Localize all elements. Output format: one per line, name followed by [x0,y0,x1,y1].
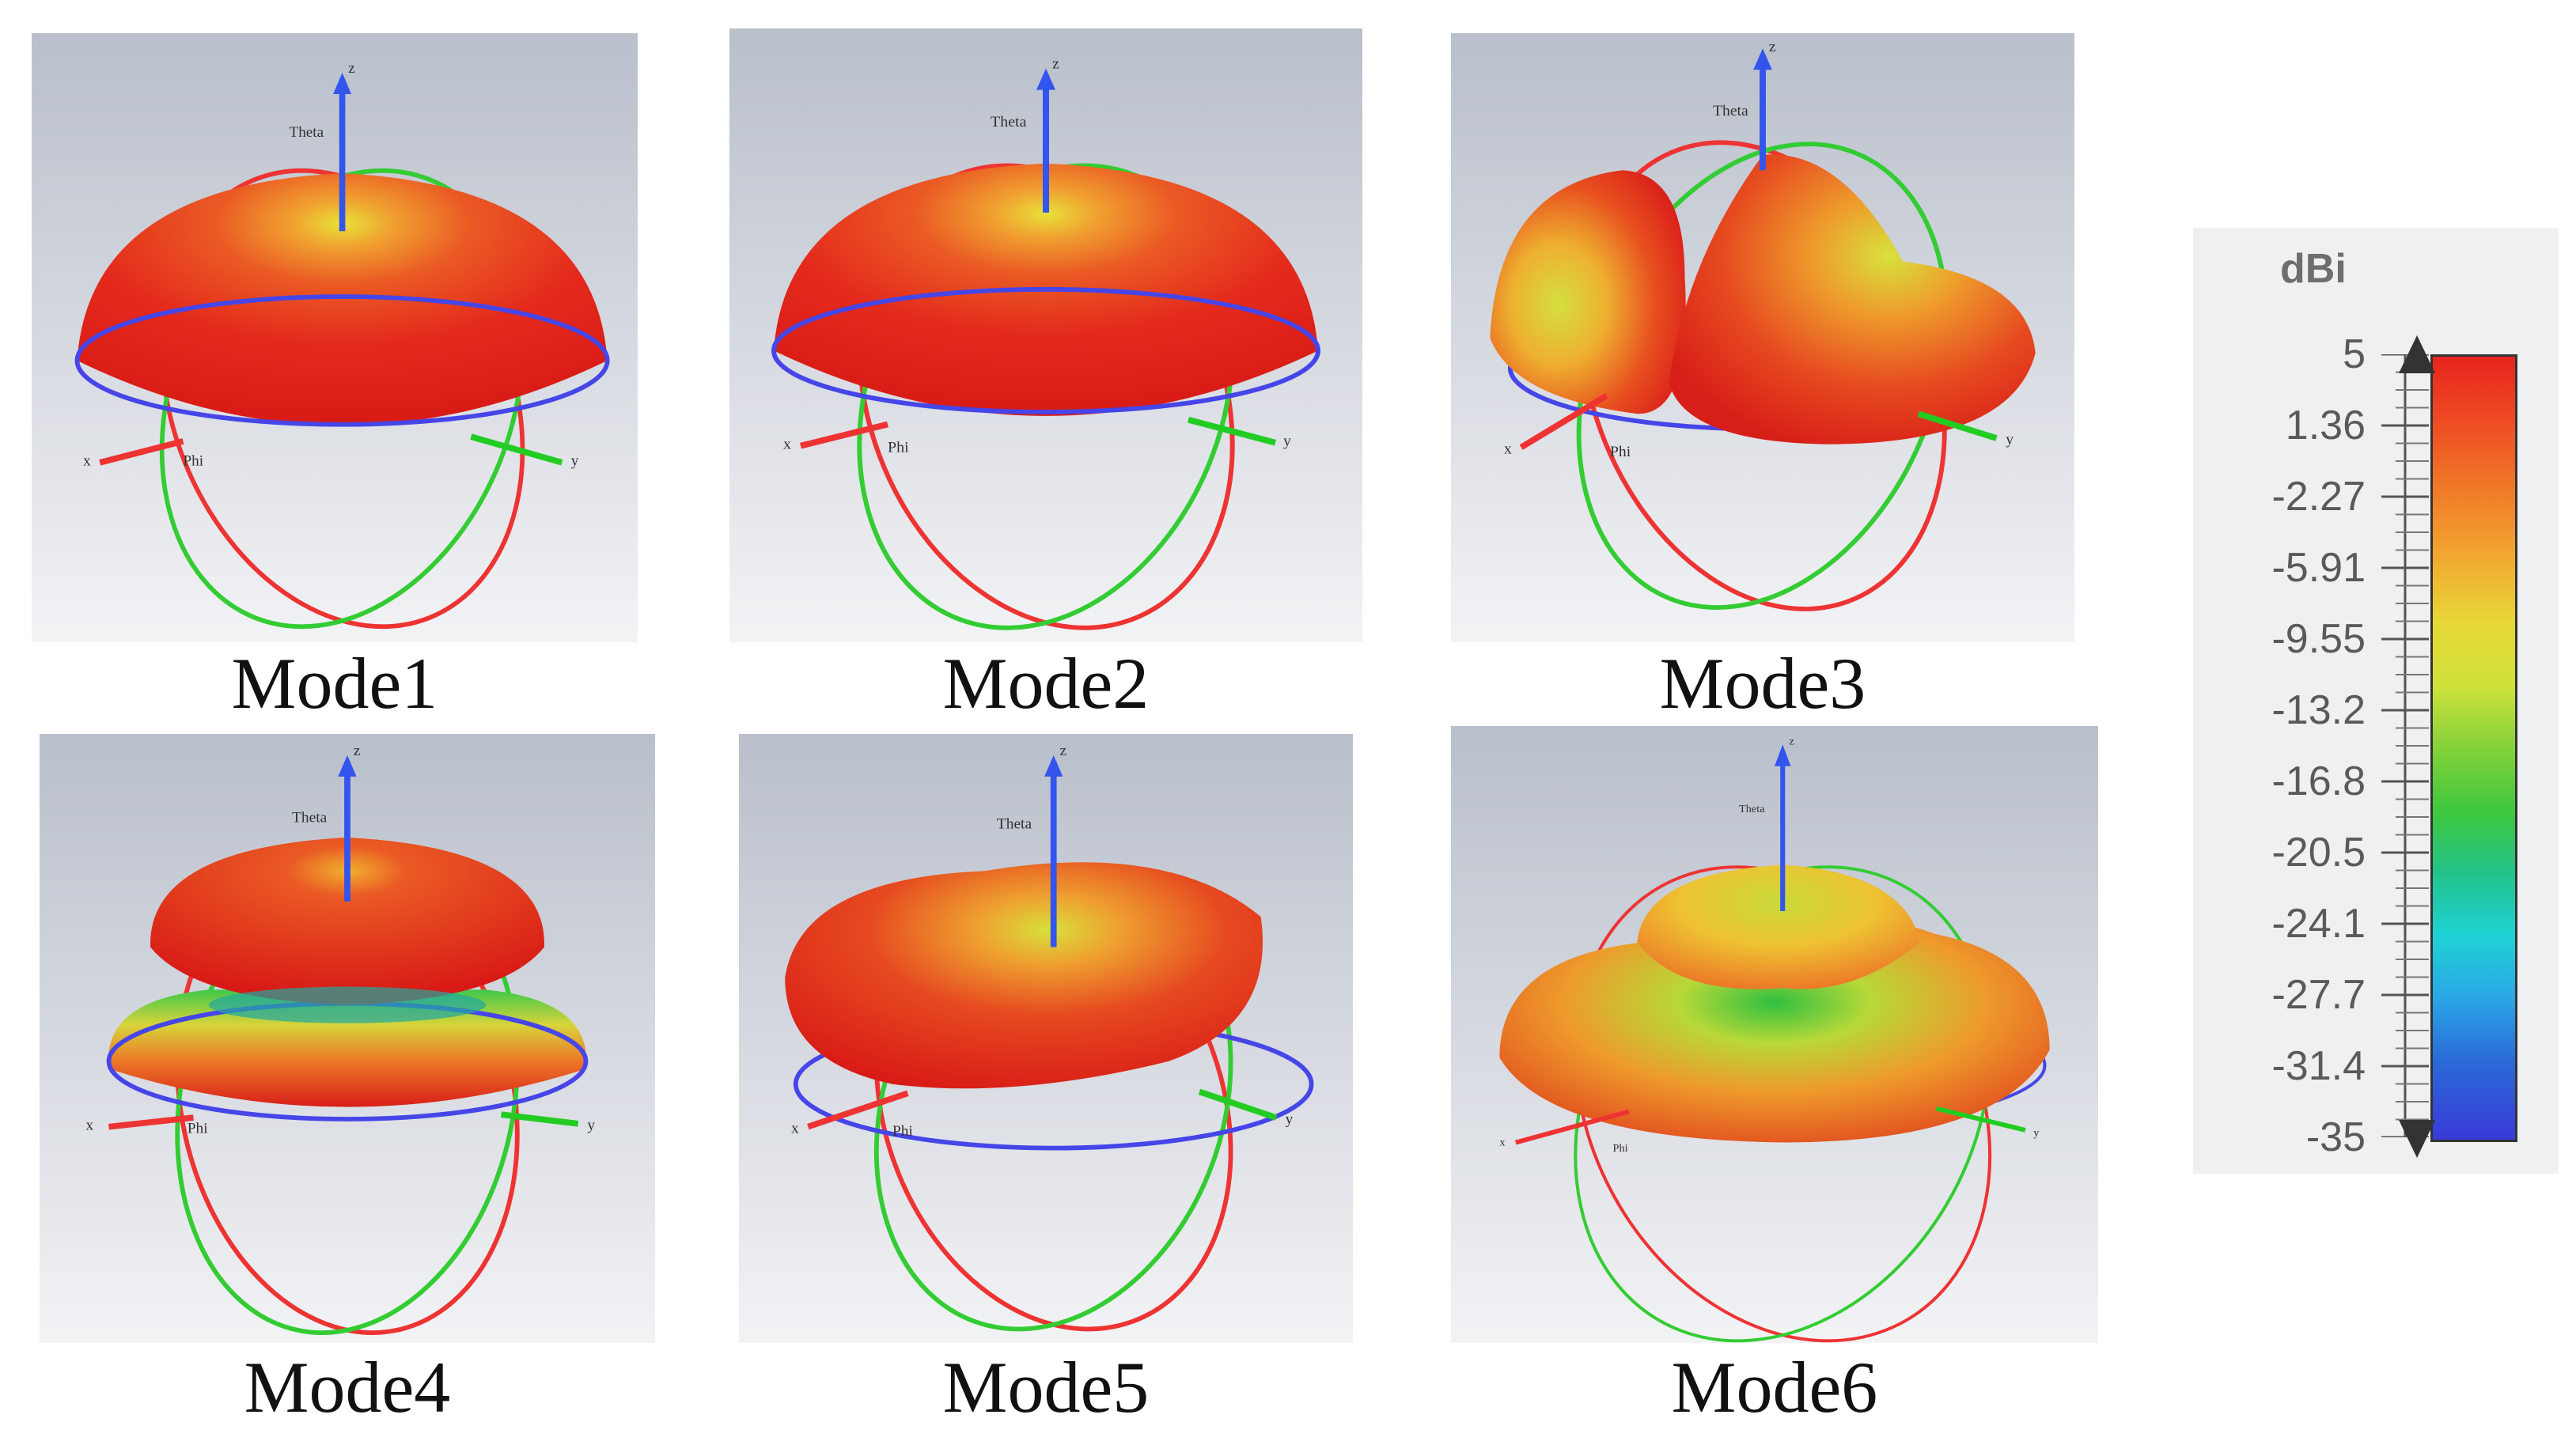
theta-label: Theta [991,113,1027,130]
x-axis-label: x [783,436,791,453]
radiation-pattern-mode2: z Theta x Phi y [729,28,1362,642]
legend-tick-label: -27.7 [2271,972,2366,1018]
pattern-panel-mode6: z Theta x Phi y [1451,726,2098,1343]
radiation-pattern-mode5: z Theta x Phi y [739,734,1353,1343]
caption-mode2: Mode2 [942,643,1150,724]
z-axis-label: z [354,743,361,759]
pattern-panel-mode4: z Theta x Phi y [40,734,655,1343]
theta-label: Theta [1739,804,1765,815]
radiation-pattern-mode6: z Theta x Phi y [1451,726,2098,1343]
legend-tick-label: -31.4 [2271,1043,2366,1089]
max-arrow-icon [2399,335,2435,373]
x-axis-label: x [791,1120,799,1137]
legend-tick-label: -35 [2305,1114,2366,1160]
theta-label: Theta [997,815,1032,832]
legend-tick-label: -13.2 [2271,687,2366,733]
legend-tick-label: 5 [2343,331,2366,377]
pattern-panel-mode2: z Theta x Phi y [729,28,1362,642]
caption-mode6: Mode6 [1671,1347,1878,1428]
theta-label: Theta [1713,103,1748,119]
radiation-pattern-mode1: z Theta x Phi y [32,33,638,642]
z-axis-label: z [1052,55,1059,73]
z-axis-label: z [348,60,355,77]
caption-mode5: Mode5 [942,1347,1150,1428]
color-scale-legend: dBi 5 1.36 -2.27 -5.91 -9.55 -13.2 -16.8 -20.5 -… [2193,228,2559,1174]
y-axis-label: y [2006,432,2013,448]
y-axis-label: y [1283,433,1291,450]
legend-color-bar [2430,354,2517,1142]
x-axis-label: x [1504,441,1512,457]
min-arrow-icon [2399,1120,2435,1158]
theta-label: Theta [290,124,324,141]
phi-label: Phi [188,1120,208,1137]
legend-tick-scale [2381,354,2429,1137]
theta-label: Theta [292,810,328,826]
z-axis-label: z [1769,39,1776,55]
legend-tick-label: -5.91 [2271,545,2366,591]
x-axis-label: x [1499,1137,1505,1149]
x-axis-label: x [83,453,91,470]
x-axis-label: x [85,1118,93,1134]
legend-tick-label: 1.36 [2285,403,2366,448]
phi-label: Phi [184,453,204,470]
legend-tick-label: -9.55 [2271,616,2366,662]
pattern-panel-mode3: z Theta x Phi y [1451,33,2074,642]
legend-unit-label: dBi [2280,246,2347,292]
phi-label: Phi [1610,444,1631,460]
legend-tick-label: -2.27 [2271,474,2366,520]
pattern-panel-mode5: z Theta x Phi y [739,734,1353,1343]
caption-mode4: Mode4 [244,1347,451,1428]
legend-tick-label: -16.8 [2271,758,2366,804]
legend-tick-label: -20.5 [2271,830,2366,876]
caption-mode1: Mode1 [231,643,438,724]
pattern-panel-mode1: z Theta x Phi y [32,33,638,642]
legend-tick-label: -24.1 [2271,901,2366,947]
y-axis-label: y [587,1118,595,1134]
z-axis-label: z [1789,736,1794,748]
radiation-pattern-mode3: z Theta x Phi y [1451,33,2074,642]
z-axis-label: z [1059,743,1066,759]
radiation-pattern-mode4: z Theta x Phi y [40,734,655,1343]
phi-label: Phi [892,1123,913,1140]
y-axis-label: y [2033,1128,2039,1140]
phi-label: Phi [888,439,909,456]
y-axis-label: y [571,453,579,470]
y-axis-label: y [1286,1111,1294,1128]
caption-mode3: Mode3 [1659,643,1866,724]
phi-label: Phi [1613,1143,1628,1155]
